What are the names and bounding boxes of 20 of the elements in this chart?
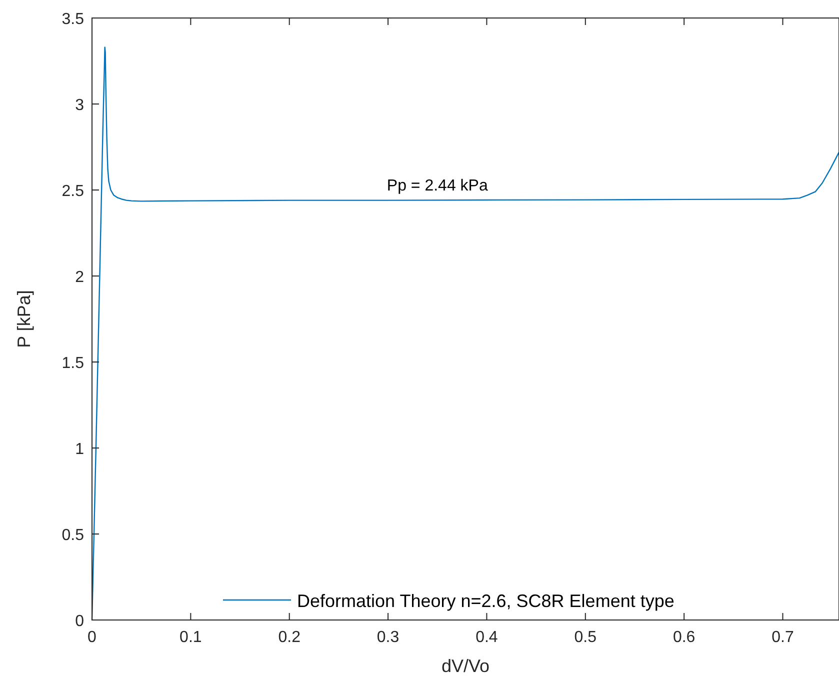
y-tick-label: 2 (75, 269, 84, 286)
x-tick-label: 0.6 (672, 629, 696, 646)
y-tick-label: 1 (75, 441, 84, 458)
y-tick-label: 1.5 (62, 355, 84, 372)
x-tick-label: 0 (88, 629, 97, 646)
y-tick-label: 3 (75, 97, 84, 114)
x-tick-label: 0.3 (376, 629, 400, 646)
annotation: Pp = 2.44 kPa (386, 177, 488, 194)
y-tick-label: 0.5 (62, 527, 84, 544)
x-tick-label: 0.5 (574, 629, 597, 646)
y-tick-label: 0 (75, 613, 84, 630)
y-tick-label: 3.5 (62, 11, 84, 28)
x-tick-label: 0.2 (278, 629, 301, 646)
x-axis-title: dV/Vo (441, 656, 490, 676)
y-tick-label: 2.5 (62, 183, 84, 200)
legend-label: Deformation Theory n=2.6, SC8R Element type (297, 591, 674, 611)
y-axis-title: P [kPa] (14, 290, 34, 348)
x-tick-label: 0.1 (180, 629, 202, 646)
x-tick-label: 0.4 (476, 629, 498, 646)
x-tick-label: 0.7 (772, 629, 794, 646)
